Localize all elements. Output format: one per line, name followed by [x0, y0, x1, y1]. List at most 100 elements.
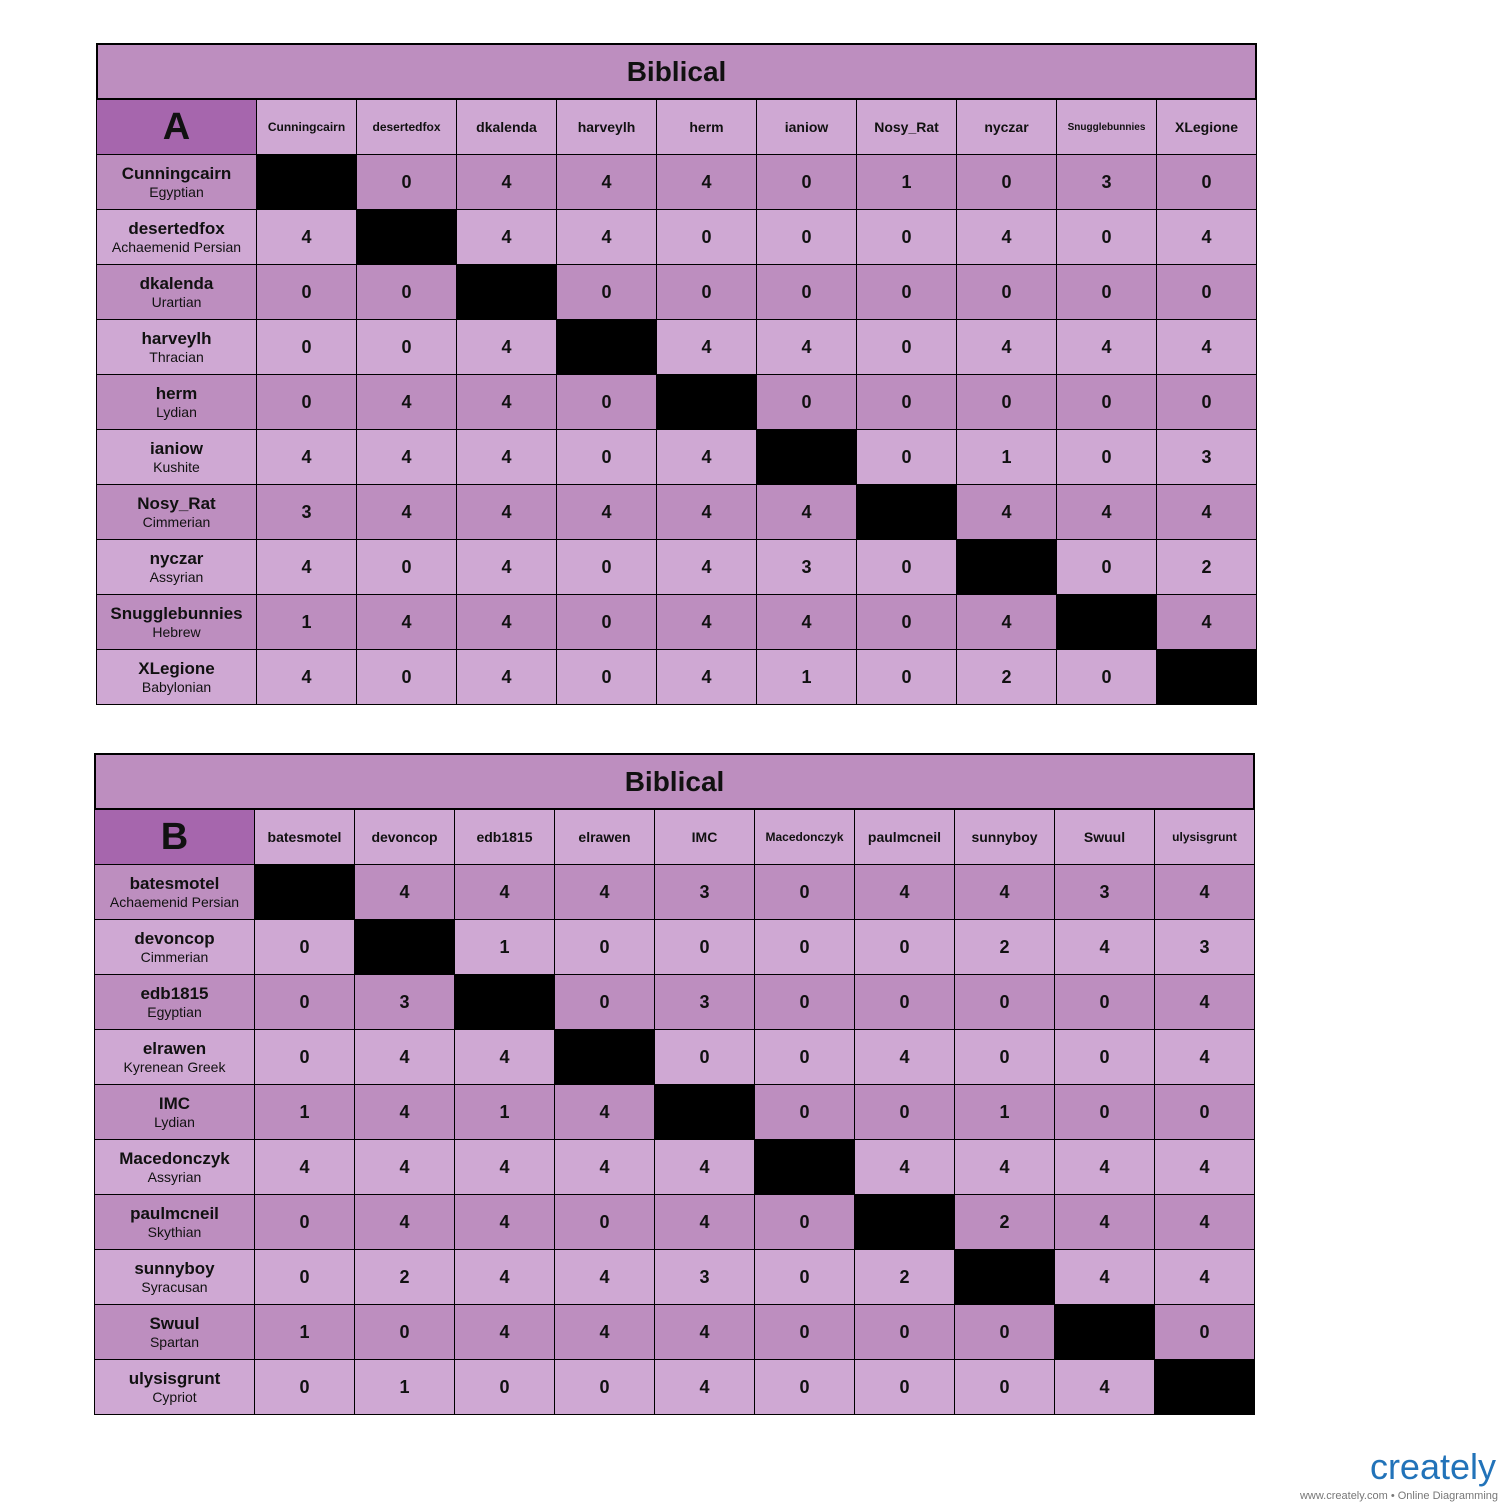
score-cell: 4	[456, 154, 557, 210]
self-cell	[454, 974, 555, 1030]
score-cell: 0	[554, 1194, 655, 1250]
score-cell: 0	[1154, 1084, 1255, 1140]
self-cell	[1156, 649, 1257, 705]
score-cell: 4	[454, 1029, 555, 1085]
score-cell: 4	[454, 1249, 555, 1305]
score-cell: 4	[1156, 484, 1257, 540]
score-cell: 0	[954, 1359, 1055, 1415]
score-cell: 0	[254, 919, 355, 975]
column-header: Swuul	[1054, 809, 1155, 865]
self-cell	[754, 1139, 855, 1195]
score-cell: 4	[454, 1139, 555, 1195]
score-cell: 1	[956, 429, 1057, 485]
self-cell	[354, 919, 455, 975]
score-cell: 4	[356, 374, 457, 430]
score-cell: 4	[354, 1084, 455, 1140]
score-cell: 4	[1156, 209, 1257, 265]
score-cell: 4	[656, 594, 757, 650]
score-cell: 4	[356, 429, 457, 485]
score-cell: 0	[854, 1304, 955, 1360]
score-cell: 0	[1156, 264, 1257, 320]
score-cell: 4	[354, 1194, 455, 1250]
player-cell: ulysisgrunt Cypriot	[94, 1359, 255, 1415]
player-cell: Cunningcairn Egyptian	[96, 154, 257, 210]
score-cell: 0	[954, 974, 1055, 1030]
player-name: XLegione	[138, 659, 215, 678]
civilization: Spartan	[149, 1334, 200, 1350]
score-cell: 0	[1054, 1029, 1155, 1085]
logo[interactable]: creately	[1369, 1446, 1496, 1487]
score-cell: 1	[254, 1304, 355, 1360]
score-cell: 0	[556, 429, 657, 485]
score-cell: 4	[554, 1249, 655, 1305]
score-cell: 0	[1056, 374, 1157, 430]
civilization: Lydian	[156, 404, 197, 420]
self-cell	[256, 154, 357, 210]
civilization: Assyrian	[147, 1169, 202, 1185]
score-cell: 0	[554, 919, 655, 975]
score-cell: 0	[856, 264, 957, 320]
player-cell: Swuul Spartan	[94, 1304, 255, 1360]
score-cell: 0	[1056, 539, 1157, 595]
score-cell: 4	[854, 1139, 955, 1195]
score-cell: 4	[1054, 919, 1155, 975]
score-cell: 3	[256, 484, 357, 540]
score-cell: 4	[654, 1139, 755, 1195]
column-header: desertedfox	[356, 99, 457, 155]
player-name: sunnyboy	[134, 1259, 215, 1278]
score-cell: 0	[356, 319, 457, 375]
score-cell: 0	[554, 1359, 655, 1415]
score-cell: 0	[254, 1249, 355, 1305]
score-cell: 4	[654, 1304, 755, 1360]
score-cell: 0	[854, 1359, 955, 1415]
column-header: batesmotel	[254, 809, 355, 865]
score-cell: 0	[856, 539, 957, 595]
score-cell: 4	[956, 209, 1057, 265]
score-cell: 4	[954, 864, 1055, 920]
tagline: www.creately.com • Online Diagramming	[1299, 1490, 1498, 1502]
score-cell: 0	[656, 264, 757, 320]
score-cell: 0	[856, 429, 957, 485]
self-cell	[556, 319, 657, 375]
score-cell: 4	[656, 649, 757, 705]
score-cell: 4	[556, 209, 657, 265]
score-cell: 4	[456, 429, 557, 485]
score-cell: 4	[454, 1304, 555, 1360]
civilization: Achaemenid Persian	[109, 894, 240, 910]
player-name: ianiow	[150, 439, 203, 458]
score-cell: 0	[556, 374, 657, 430]
player-name: IMC	[158, 1094, 191, 1113]
score-cell: 2	[956, 649, 1057, 705]
self-cell	[856, 484, 957, 540]
score-cell: 1	[756, 649, 857, 705]
score-cell: 1	[254, 1084, 355, 1140]
score-cell: 0	[556, 264, 657, 320]
player-name: herm	[155, 384, 198, 403]
civilization: Skythian	[147, 1224, 202, 1240]
score-cell: 3	[1154, 919, 1255, 975]
column-header: harveylh	[556, 99, 657, 155]
civilization: Hebrew	[152, 624, 201, 640]
score-cell: 4	[854, 1029, 955, 1085]
civilization: Egyptian	[149, 184, 204, 200]
self-cell	[1154, 1359, 1255, 1415]
score-cell: 0	[754, 1249, 855, 1305]
score-cell: 4	[656, 484, 757, 540]
score-cell: 0	[956, 264, 1057, 320]
player-name: Snugglebunnies	[110, 604, 243, 623]
score-cell: 0	[1056, 649, 1157, 705]
score-cell: 4	[1054, 1139, 1155, 1195]
score-cell: 0	[956, 374, 1057, 430]
score-cell: 0	[1156, 154, 1257, 210]
player-cell: batesmotel Achaemenid Persian	[94, 864, 255, 920]
score-cell: 0	[356, 154, 457, 210]
civilization: Cypriot	[152, 1389, 197, 1405]
score-cell: 0	[856, 594, 957, 650]
score-cell: 0	[254, 1029, 355, 1085]
score-cell: 0	[754, 864, 855, 920]
self-cell	[654, 1084, 755, 1140]
civilization: Assyrian	[149, 569, 204, 585]
score-cell: 0	[754, 1084, 855, 1140]
score-cell: 4	[956, 594, 1057, 650]
score-cell: 4	[1054, 1194, 1155, 1250]
